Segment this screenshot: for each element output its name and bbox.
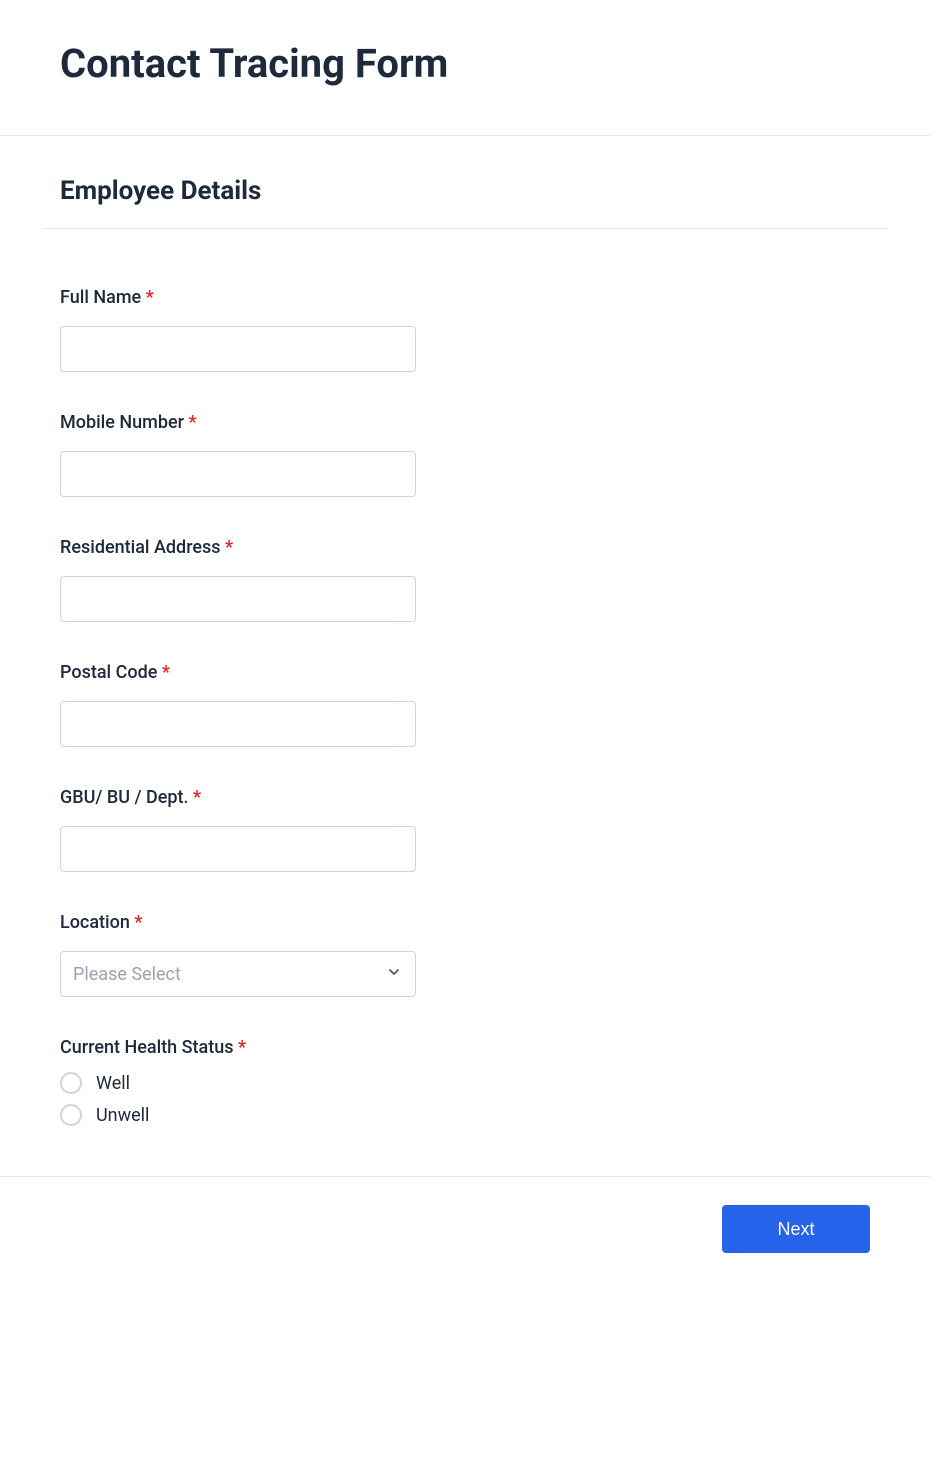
location-select[interactable]: Please Select <box>60 951 416 997</box>
label-text: Mobile Number <box>60 412 184 433</box>
section-title: Employee Details <box>42 176 888 229</box>
label-text: GBU/ BU / Dept. <box>60 787 189 808</box>
full-name-input[interactable] <box>60 326 416 372</box>
residential-address-label: Residential Address * <box>60 537 870 558</box>
next-button[interactable]: Next <box>722 1205 870 1253</box>
radio-unwell[interactable] <box>60 1104 82 1126</box>
form-body: Full Name * Mobile Number * Residential … <box>60 229 870 1176</box>
postal-code-field: Postal Code * <box>60 662 870 747</box>
mobile-number-label: Mobile Number * <box>60 412 870 433</box>
location-label: Location * <box>60 912 870 933</box>
required-marker: * <box>193 787 201 808</box>
radio-row-unwell: Unwell <box>60 1104 870 1126</box>
employee-details-section: Employee Details Full Name * Mobile Numb… <box>0 136 930 1176</box>
gbu-dept-input[interactable] <box>60 826 416 872</box>
label-text: Residential Address <box>60 537 221 558</box>
health-status-radio-group: Well Unwell <box>60 1072 870 1126</box>
residential-address-field: Residential Address * <box>60 537 870 622</box>
page-title: Contact Tracing Form <box>60 40 870 87</box>
required-marker: * <box>134 912 142 933</box>
location-placeholder: Please Select <box>73 964 181 985</box>
label-text: Full Name <box>60 287 141 308</box>
gbu-dept-label: GBU/ BU / Dept. * <box>60 787 870 808</box>
radio-well[interactable] <box>60 1072 82 1094</box>
label-text: Location <box>60 912 130 933</box>
postal-code-input[interactable] <box>60 701 416 747</box>
mobile-number-field: Mobile Number * <box>60 412 870 497</box>
form-footer: Next <box>0 1176 930 1301</box>
required-marker: * <box>188 412 196 433</box>
required-marker: * <box>225 537 233 558</box>
location-select-wrap: Please Select <box>60 951 416 997</box>
full-name-label: Full Name * <box>60 287 870 308</box>
required-marker: * <box>162 662 170 683</box>
location-field: Location * Please Select <box>60 912 870 997</box>
required-marker: * <box>146 287 154 308</box>
gbu-dept-field: GBU/ BU / Dept. * <box>60 787 870 872</box>
mobile-number-input[interactable] <box>60 451 416 497</box>
health-status-field: Current Health Status * Well Unwell <box>60 1037 870 1126</box>
residential-address-input[interactable] <box>60 576 416 622</box>
label-text: Postal Code <box>60 662 157 683</box>
full-name-field: Full Name * <box>60 287 870 372</box>
radio-row-well: Well <box>60 1072 870 1094</box>
health-status-label: Current Health Status * <box>60 1037 870 1058</box>
postal-code-label: Postal Code * <box>60 662 870 683</box>
form-header: Contact Tracing Form <box>0 0 930 136</box>
radio-well-label: Well <box>96 1073 130 1094</box>
label-text: Current Health Status <box>60 1037 234 1058</box>
required-marker: * <box>238 1037 246 1058</box>
radio-unwell-label: Unwell <box>96 1105 149 1126</box>
